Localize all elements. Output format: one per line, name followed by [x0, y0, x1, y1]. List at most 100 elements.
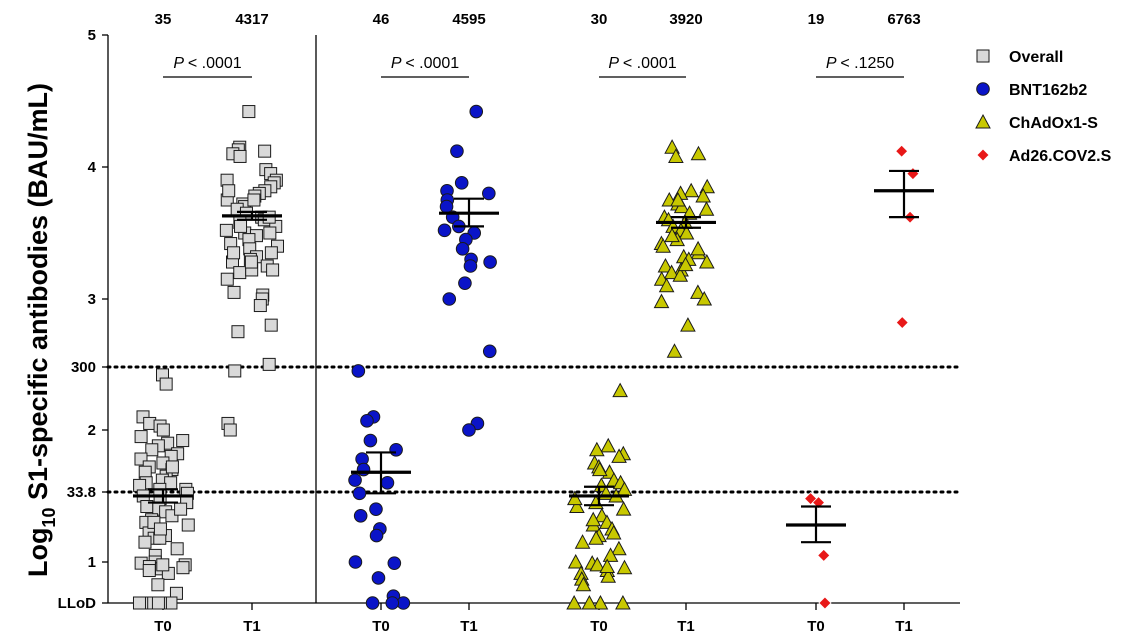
t0-count-label: 30 — [591, 11, 608, 28]
x-tick-label: T0 — [372, 618, 390, 635]
overall-t0-point — [159, 377, 173, 391]
chadox1-s-t1-point — [670, 191, 686, 207]
chadox1-s-t1-point — [696, 290, 713, 306]
chadox1-s-t0-point — [611, 448, 627, 463]
overall-t0-point — [132, 596, 146, 610]
chadox1-s-t0-point — [591, 461, 608, 477]
p-value-label: P < .1250 — [826, 55, 894, 72]
y-tick-label: 5 — [88, 27, 96, 44]
chadox1-s-t1-point — [690, 240, 706, 256]
legend-marker-square — [976, 49, 990, 63]
overall-t1-point — [222, 184, 236, 198]
chadox1-s-t1-point — [695, 187, 712, 203]
annotations: 35 4317 P < .0001 46 4595 P < .0001 30 3920 P < … — [155, 11, 921, 78]
data-marks — [132, 104, 934, 610]
overall-t1-point — [247, 193, 261, 207]
p-symbol: P — [391, 55, 406, 72]
overall-t1-point — [233, 149, 247, 163]
p-symbol: P — [826, 55, 841, 72]
x-tick-label: T1 — [243, 618, 261, 635]
bnt162b2-t0-point — [380, 475, 395, 490]
bnt162b2-t0-point — [363, 433, 378, 448]
p-value-label: P < .0001 — [391, 55, 459, 72]
chadox1-s-t1-point — [698, 253, 715, 269]
y-tick-label: LLoD — [58, 595, 96, 612]
ad26-cov2-s-t1-point — [906, 167, 920, 181]
chadox1-s-t1-point — [657, 257, 674, 273]
bnt162b2-t1-point — [455, 242, 470, 256]
axes: LLoD 1 33.8 2 300 3 4 5 T0 T1 T0 T1 T0 T1 T0 T1 — [58, 27, 962, 635]
overall-t1-point — [262, 357, 276, 371]
chadox1-s-t0-point — [592, 594, 609, 610]
chadox1-s-t1-point — [653, 293, 670, 309]
bnt162b2-t1-point — [458, 276, 472, 290]
overall-t1-point — [233, 266, 247, 280]
overall-t0-point — [145, 443, 159, 457]
chadox1-s-t1-point — [681, 205, 698, 220]
bnt162b2-t0-point — [360, 414, 374, 428]
overall-t0-point — [164, 476, 178, 490]
chadox1-s-t0-point — [611, 540, 627, 556]
bnt162b2-t0-point — [348, 555, 363, 569]
overall-t0-point — [176, 434, 190, 448]
overall-t0-point — [174, 502, 188, 516]
chadox1-s-t0-point — [588, 530, 604, 545]
chadox1-s-t0-point — [566, 594, 582, 610]
overall-t1-point — [258, 144, 272, 158]
bnt162b2-t1-point — [454, 176, 469, 190]
overall-t0-point — [151, 578, 165, 592]
p-value-label: P < .0001 — [173, 55, 241, 72]
chadox1-s-t1-point — [664, 227, 680, 243]
p-value-text: < .0001 — [188, 55, 242, 72]
y-tick-label: 3 — [88, 291, 96, 308]
y-tick-label: 4 — [88, 159, 97, 176]
overall-t1-point — [242, 105, 256, 119]
legend-label: BNT162b2 — [1009, 82, 1087, 99]
p-value-text: < .0001 — [623, 55, 677, 72]
y-tick-label: 33.8 — [67, 484, 96, 501]
bnt162b2-t0-point — [353, 508, 368, 523]
y-tick-label: 300 — [71, 359, 96, 376]
y-tick-label: 1 — [88, 554, 96, 571]
x-tick-label: T0 — [590, 618, 608, 635]
chadox1-s-t0-point — [612, 382, 628, 398]
chadox1-s-t0-point — [600, 568, 617, 583]
x-tick-label: T1 — [460, 618, 478, 635]
legend: Overall BNT162b2 ChAdOx1-S Ad26.COV2.S — [975, 49, 1112, 165]
t1-count-label: 3920 — [669, 11, 702, 28]
overall-t0-point — [134, 430, 148, 444]
overall-t0-point — [156, 423, 170, 437]
overall-t0-point — [165, 460, 179, 474]
p-value-text: < .0001 — [405, 55, 459, 72]
bnt162b2-t0-point — [387, 556, 402, 570]
bnt162b2-t1-point — [482, 186, 496, 201]
bnt162b2-t0-point — [371, 571, 386, 585]
p-value-label: P < .0001 — [608, 55, 676, 72]
bnt162b2-t1-point — [483, 255, 497, 269]
chadox1-s-t0-point — [600, 437, 617, 453]
chadox1-s-t1-point — [678, 224, 695, 240]
legend-marker-triangle — [975, 113, 991, 129]
y-axis-title-main: Log — [23, 528, 53, 577]
legend-marker-circle — [976, 82, 990, 96]
chadox1-s-t0-point — [599, 558, 616, 574]
bnt162b2-t1-point — [469, 104, 484, 119]
overall-t1-point — [228, 364, 242, 378]
chadox1-s-t0-point — [575, 576, 592, 592]
chadox1-s-t1-point — [655, 238, 671, 253]
bnt162b2-t0-point — [365, 596, 380, 610]
chadox1-s-t0-point — [602, 547, 619, 562]
t0-count-label: 46 — [373, 11, 390, 28]
chadox1-s-t1-point — [672, 267, 689, 282]
overall-t1-point — [234, 219, 248, 233]
overall-t0-point — [153, 522, 167, 536]
p-value-text: < .1250 — [840, 55, 894, 72]
overall-t1-point — [244, 255, 258, 269]
bnt162b2-t0-point — [356, 462, 371, 477]
overall-t1-point — [253, 299, 267, 313]
overall-t0-point — [151, 596, 165, 610]
ad26-cov2-s-t1-point — [895, 144, 909, 158]
legend-marker-diamond — [976, 148, 990, 162]
chadox1-s-t0-point — [616, 559, 633, 575]
bnt162b2-t0-point — [348, 473, 362, 487]
